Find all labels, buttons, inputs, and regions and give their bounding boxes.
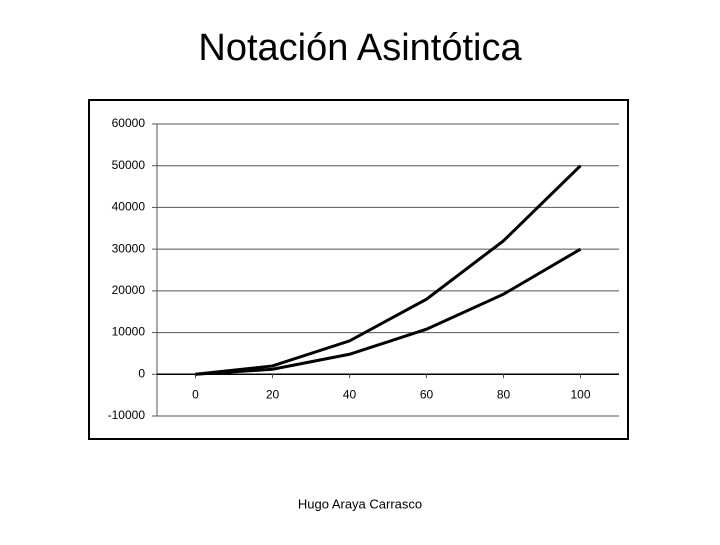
y-tick-label: 60000 bbox=[112, 116, 146, 130]
y-tick-label: -10000 bbox=[108, 408, 146, 422]
x-tick-label: 100 bbox=[570, 387, 590, 401]
x-tick-label: 60 bbox=[420, 387, 434, 401]
x-tick-label: 40 bbox=[343, 387, 357, 401]
y-tick-label: 20000 bbox=[112, 283, 146, 297]
y-tick-label: 50000 bbox=[112, 158, 146, 172]
x-tick-label: 20 bbox=[266, 387, 280, 401]
line-series bbox=[195, 247, 582, 376]
y-tick-label: 30000 bbox=[112, 241, 146, 255]
footer: Hugo Araya Carrasco bbox=[298, 496, 422, 511]
slide-title: Notación Asintótica bbox=[198, 27, 522, 69]
x-tick-label: 0 bbox=[192, 387, 199, 401]
chart-frame bbox=[88, 99, 629, 440]
x-tick-label: 80 bbox=[497, 387, 511, 401]
y-tick-label: 0 bbox=[138, 366, 145, 380]
y-tick-label: 40000 bbox=[112, 200, 146, 214]
y-tick-label: 10000 bbox=[112, 325, 146, 339]
line-series bbox=[195, 164, 582, 376]
